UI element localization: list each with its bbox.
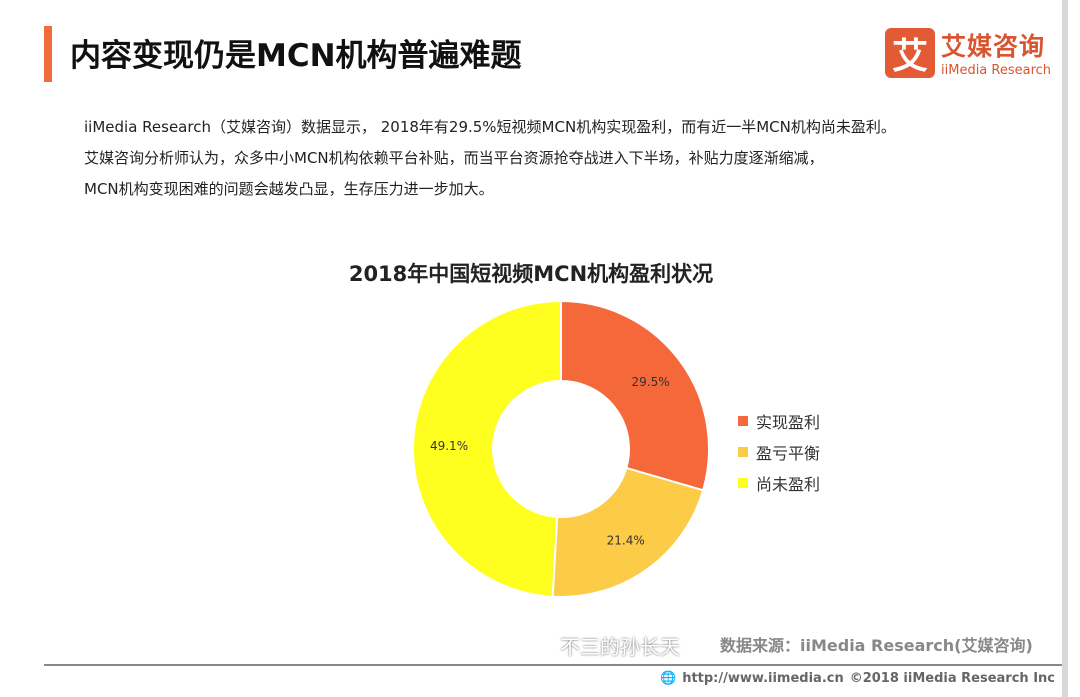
legend-label: 盈亏平衡 bbox=[756, 443, 821, 463]
logo: 艾 艾媒咨询 iiMedia Research bbox=[885, 27, 1051, 78]
donut-chart: 29.5% 21.4% 49.1% bbox=[412, 299, 710, 598]
description: iiMedia Research（艾媒咨询）数据显示， 2018年有29.5%短… bbox=[84, 112, 1044, 205]
slice-0 bbox=[560, 299, 710, 492]
legend-label: 尚未盈利 bbox=[756, 474, 821, 494]
globe-icon: 🌐 bbox=[660, 671, 677, 686]
legend-label: 实现盈利 bbox=[756, 412, 821, 432]
logo-mark: 艾 bbox=[885, 27, 935, 78]
legend: 实现盈利盈亏平衡尚未盈利 bbox=[738, 405, 820, 498]
footer: 🌐 http://www.iimedia.cn ©2018 iiMedia Rese… bbox=[660, 671, 1061, 686]
logo-en: iiMedia Research bbox=[941, 63, 1052, 78]
legend-item: 尚未盈利 bbox=[738, 467, 820, 498]
legend-item: 盈亏平衡 bbox=[738, 436, 820, 467]
logo-cn: 艾媒咨询 bbox=[941, 32, 1046, 61]
description-line: MCN机构变现困难的问题会越发凸显，生存压力进一步加大。 bbox=[84, 180, 494, 198]
legend-swatch bbox=[738, 477, 748, 488]
page-title: 内容变现仍是MCN机构普遍难题 bbox=[70, 38, 522, 74]
footer-url[interactable]: http://www.iimedia.cn bbox=[682, 671, 844, 686]
legend-swatch bbox=[738, 415, 748, 426]
legend-swatch bbox=[738, 446, 748, 457]
slice-1 bbox=[551, 466, 705, 598]
slice-2 bbox=[412, 299, 562, 598]
description-line: iiMedia Research（艾媒咨询）数据显示， 2018年有29.5%短… bbox=[84, 118, 896, 136]
title-accent-bar bbox=[44, 26, 52, 82]
data-label: 49.1% bbox=[430, 439, 468, 453]
chart-title: 2018年中国短视频MCN机构盈利状况 bbox=[348, 262, 714, 286]
data-source: 数据来源：iiMedia Research(艾媒咨询) bbox=[720, 636, 1033, 655]
footer-divider bbox=[44, 664, 1062, 666]
legend-item: 实现盈利 bbox=[738, 405, 820, 436]
watermark: 不三的孙长天 bbox=[560, 635, 680, 659]
copyright: ©2018 iiMedia Research Inc bbox=[849, 671, 1056, 686]
description-line: 艾媒咨询分析师认为，众多中小MCN机构依赖平台补贴，而当平台资源抢夺战进入下半场… bbox=[84, 149, 824, 167]
data-label: 21.4% bbox=[607, 533, 645, 547]
data-label: 29.5% bbox=[632, 375, 670, 389]
